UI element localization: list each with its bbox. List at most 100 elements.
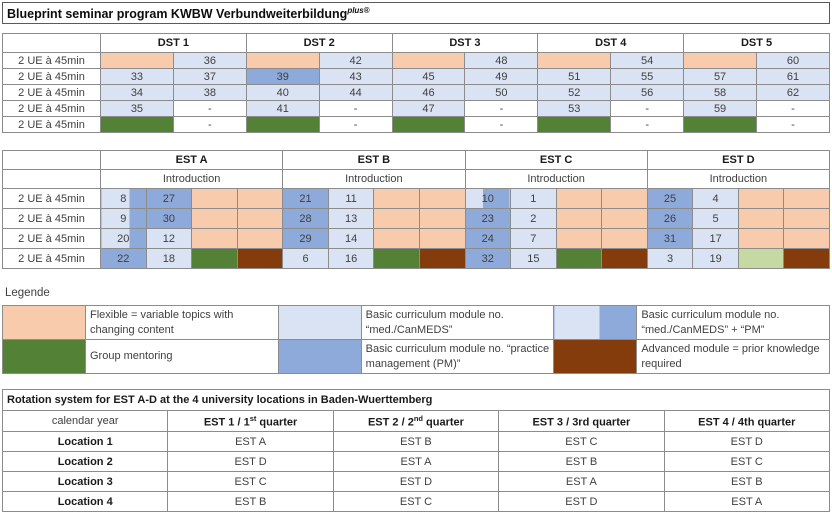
dst-cell: 35 <box>100 100 174 117</box>
dst-row: 2 UE à 45min - - - - - <box>2 116 830 133</box>
est-cell: 2 <box>510 208 557 229</box>
rotation-row: Location 3 EST C EST D EST A EST B <box>1 471 831 492</box>
dst-row-label: 2 UE à 45min <box>2 100 101 117</box>
dst-cell: 43 <box>318 68 393 85</box>
dst-row-label: 2 UE à 45min <box>2 84 101 101</box>
est-header-cell: EST D <box>646 150 831 170</box>
dst-cell <box>683 116 758 133</box>
dst-row: 2 UE à 45min 33 37 39 43 45 49 51 55 57 61 <box>2 68 830 85</box>
quarter-header-post: quarter <box>256 416 298 429</box>
est-cell: 24 <box>464 228 512 249</box>
rotation-row: Location 4 EST B EST C EST D EST A <box>1 491 831 512</box>
est-cell: 10 <box>464 188 512 209</box>
est-cell <box>783 188 830 209</box>
est-cell <box>418 248 466 269</box>
legend-text: Basic curriculum module no. “med./CanMED… <box>360 305 555 340</box>
rotation-cell: EST C <box>663 451 831 472</box>
rotation-row: Location 1 EST A EST B EST C EST D <box>1 431 831 452</box>
page-title-superscript: plus <box>347 6 364 15</box>
dst-header-cell: DST 3 <box>391 33 539 53</box>
est-header-cell: EST A <box>99 150 284 170</box>
rotation-table: Rotation system for EST A-D at the 4 uni… <box>1 389 831 512</box>
dst-cell: 51 <box>537 68 612 85</box>
est-introduction-cell: Introduction <box>464 169 648 189</box>
est-cell <box>737 208 785 229</box>
dst-cell: 60 <box>756 52 830 69</box>
legend-table: Flexible = variable topics with changing… <box>2 305 830 374</box>
dst-cell: - <box>318 100 393 117</box>
est-cell <box>418 188 466 209</box>
legend-text: Advanced module = prior knowledge requir… <box>636 339 830 374</box>
dst-header-cell: DST 5 <box>683 33 830 53</box>
est-cell: 26 <box>646 208 694 229</box>
rotation-cell: EST A <box>663 491 831 512</box>
est-header-cell: EST B <box>282 150 466 170</box>
dst-row-label: 2 UE à 45min <box>2 52 101 69</box>
dst-row: 2 UE à 45min 34 38 40 44 46 50 52 56 58 62 <box>2 84 830 101</box>
est-cell <box>236 248 284 269</box>
dst-cell: 54 <box>610 52 685 69</box>
dst-cell: 57 <box>683 68 758 85</box>
quarter-header-post: quarter <box>589 416 631 429</box>
est-cell <box>418 228 466 249</box>
est-introduction-row: Introduction Introduction Introduction Intr… <box>2 169 831 189</box>
est-row-label: 2 UE à 45min <box>2 228 101 249</box>
dst-cell: - <box>318 116 393 133</box>
est-row: 2 UE à 45min 22 18 6 16 32 15 3 19 <box>2 248 830 269</box>
est-cell <box>783 248 830 269</box>
dst-cell: - <box>756 100 830 117</box>
rotation-row-label: Location 3 <box>1 471 169 492</box>
est-cell <box>555 228 603 249</box>
dst-cell <box>537 116 612 133</box>
est-row: 2 UE à 45min 9 30 28 13 23 2 26 5 <box>2 208 830 229</box>
rotation-cell: EST B <box>663 471 831 492</box>
rotation-cell: EST A <box>167 431 334 452</box>
dst-cell: 62 <box>756 84 830 101</box>
dst-cell: 36 <box>172 52 247 69</box>
est-introduction-cell: Introduction <box>99 169 284 189</box>
est-row: 2 UE à 45min 20 12 29 14 24 7 31 17 <box>2 228 830 249</box>
est-cell: 3 <box>646 248 694 269</box>
est-schedule-table: EST A EST B EST C EST D Introduction Introduc… <box>2 150 831 269</box>
rotation-row-label: Location 4 <box>1 491 169 512</box>
rotation-quarter-header: EST 4 / 4th quarter <box>663 410 831 432</box>
est-cell <box>373 208 420 229</box>
est-cell <box>418 208 466 229</box>
quarter-header-pre: EST 3 / 3rd <box>532 416 590 429</box>
dst-cell: 47 <box>391 100 466 117</box>
rotation-row-label: Location 2 <box>1 451 169 472</box>
dst-cell: 38 <box>172 84 247 101</box>
dst-cell: 49 <box>464 68 539 85</box>
est-row-label: 2 UE à 45min <box>2 188 101 209</box>
dst-cell <box>100 116 174 133</box>
quarter-header-post: quarter <box>754 416 796 429</box>
est-cell: 1 <box>510 188 557 209</box>
legend-swatch-mentor <box>2 339 86 374</box>
est-cell <box>601 228 648 249</box>
est-cell: 12 <box>145 228 193 249</box>
est-cell: 13 <box>327 208 375 229</box>
rotation-cell: EST C <box>332 491 500 512</box>
est-row-label: 2 UE à 45min <box>2 248 101 269</box>
dst-cell: 45 <box>391 68 466 85</box>
legend-swatch-med <box>277 305 362 340</box>
dst-cell: 48 <box>464 52 539 69</box>
rotation-cell: EST B <box>498 451 665 472</box>
rotation-col0-header: calendar year <box>1 410 169 432</box>
est-cell <box>191 208 238 229</box>
dst-cell: - <box>610 100 685 117</box>
est-cell: 9 <box>100 208 147 229</box>
est-cell: 6 <box>282 248 329 269</box>
est-cell: 7 <box>510 228 557 249</box>
dst-cell: 50 <box>464 84 539 101</box>
quarter-header-pre: EST 2 / 2 <box>367 416 414 429</box>
dst-cell <box>683 52 758 69</box>
quarter-header-pre: EST 4 / 4th <box>698 416 755 429</box>
dst-cell: 56 <box>610 84 685 101</box>
dst-cell: 34 <box>100 84 174 101</box>
est-cell: 14 <box>327 228 375 249</box>
dst-cell: 40 <box>245 84 320 101</box>
est-cell: 25 <box>646 188 694 209</box>
rotation-cell: EST C <box>167 471 334 492</box>
est-cell: 28 <box>282 208 329 229</box>
